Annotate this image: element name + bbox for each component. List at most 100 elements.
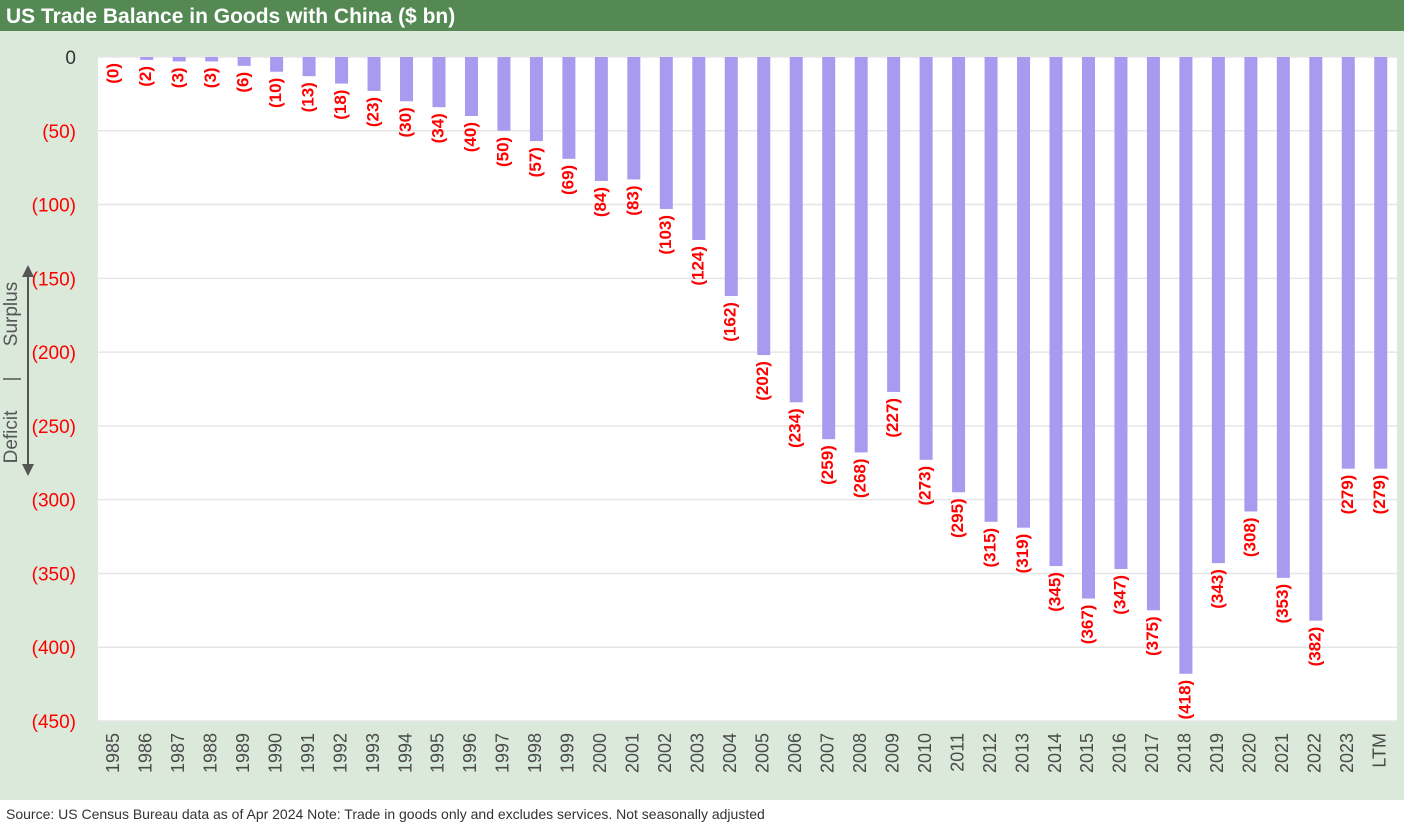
x-tick-label: 2020 xyxy=(1240,733,1260,773)
bar xyxy=(1179,57,1193,674)
data-label: (83) xyxy=(623,185,642,215)
bar xyxy=(757,57,771,356)
data-label: (10) xyxy=(266,78,285,108)
data-label: (124) xyxy=(688,246,707,286)
y-tick-label: (400) xyxy=(32,638,76,659)
data-label: (50) xyxy=(493,137,512,167)
data-label: (315) xyxy=(981,528,1000,568)
chart-area: (0) (2) (3) (3) (6) (10) (13) (18) (23) (30) (34) (… xyxy=(0,31,1404,800)
data-label: (202) xyxy=(753,361,772,401)
bars xyxy=(140,57,1388,674)
bar xyxy=(822,57,836,440)
bar xyxy=(887,57,901,392)
deficit-label: Deficit xyxy=(1,410,22,464)
bar xyxy=(140,57,154,60)
bar xyxy=(1276,57,1290,578)
chart-title: US Trade Balance in Goods with China ($ … xyxy=(0,0,1404,31)
x-axis: 1985 1986 1987 1988 1989 1990 1991 1992 1993 1994… xyxy=(103,733,1390,773)
y-tick-label: (250) xyxy=(32,417,76,438)
x-tick-label: 2002 xyxy=(655,733,675,773)
x-tick-label: 2015 xyxy=(1077,733,1097,773)
x-tick-label: 2004 xyxy=(720,733,740,773)
bar xyxy=(367,57,381,91)
bar xyxy=(302,57,316,77)
data-label: (13) xyxy=(299,82,318,112)
data-label: (6) xyxy=(234,72,253,93)
data-label: (103) xyxy=(656,215,675,255)
x-tick-label: 2003 xyxy=(688,733,708,773)
y-tick-label: 0 xyxy=(65,48,76,69)
data-label: (259) xyxy=(818,445,837,485)
bar xyxy=(1341,57,1355,469)
bar xyxy=(1309,57,1323,621)
bar xyxy=(594,57,608,181)
data-label: (3) xyxy=(169,67,188,88)
data-label: (18) xyxy=(331,90,350,120)
bar xyxy=(1244,57,1258,512)
bar xyxy=(1114,57,1128,570)
x-tick-label: 1988 xyxy=(200,733,220,773)
bar xyxy=(464,57,478,117)
x-tick-label: 2023 xyxy=(1337,733,1357,773)
bar xyxy=(627,57,641,180)
x-tick-label: 2011 xyxy=(947,733,967,772)
x-tick-label: 2018 xyxy=(1175,733,1195,773)
bar xyxy=(984,57,998,522)
y-axis: 0 (50) (100) (150) (200) (250) (300) (350) (400)… xyxy=(32,48,76,733)
bar xyxy=(562,57,576,159)
bar xyxy=(270,57,284,72)
bar xyxy=(659,57,673,209)
x-tick-label: 2000 xyxy=(590,733,610,773)
data-label: (234) xyxy=(786,408,805,448)
bar xyxy=(335,57,349,84)
chart-svg: (0) (2) (3) (3) (6) (10) (13) (18) (23) (30) (34) (… xyxy=(1,48,1397,773)
bar xyxy=(497,57,511,131)
x-tick-label: 2022 xyxy=(1305,733,1325,773)
x-tick-label: 2014 xyxy=(1045,733,1065,773)
separator-label: | xyxy=(1,377,22,382)
y-tick-label: (200) xyxy=(32,343,76,364)
x-tick-label: 1998 xyxy=(525,733,545,773)
x-tick-label: 1997 xyxy=(493,733,513,773)
x-tick-label: 1995 xyxy=(428,733,448,773)
data-label: (353) xyxy=(1273,584,1292,624)
x-tick-label: 2013 xyxy=(1012,733,1032,773)
data-label: (227) xyxy=(883,398,902,438)
x-tick-label: 2019 xyxy=(1207,733,1227,773)
y-tick-label: (350) xyxy=(32,564,76,585)
x-tick-label: 2012 xyxy=(980,733,1000,773)
bar xyxy=(529,57,543,142)
data-label: (69) xyxy=(558,165,577,195)
y-tick-label: (150) xyxy=(32,269,76,290)
data-label: (0) xyxy=(104,63,123,84)
plot-background xyxy=(98,57,1397,721)
bar xyxy=(952,57,966,493)
x-tick-label: 2006 xyxy=(785,733,805,773)
data-label: (273) xyxy=(916,466,935,506)
data-label: (3) xyxy=(201,67,220,88)
surplus-deficit-indicator: Surplus | Deficit xyxy=(1,265,34,476)
data-label: (418) xyxy=(1175,680,1194,720)
bar xyxy=(1374,57,1388,469)
data-label: (30) xyxy=(396,107,415,137)
x-tick-label: 1992 xyxy=(330,733,350,773)
bar xyxy=(724,57,738,297)
bar xyxy=(1081,57,1095,599)
gridlines xyxy=(98,56,1397,722)
data-label: (34) xyxy=(428,113,447,143)
x-tick-label: LTM xyxy=(1370,733,1390,768)
data-labels: (0) (2) (3) (3) (6) (10) (13) (18) (23) (30) (34) (… xyxy=(104,63,1390,719)
x-tick-label: 1994 xyxy=(395,733,415,773)
x-tick-label: 2010 xyxy=(915,733,935,773)
bar xyxy=(400,57,414,102)
x-tick-label: 1996 xyxy=(460,733,480,773)
data-label: (2) xyxy=(136,66,155,87)
bar xyxy=(1049,57,1063,567)
bar xyxy=(854,57,868,453)
bar xyxy=(237,57,251,66)
data-label: (319) xyxy=(1013,534,1032,574)
bar xyxy=(789,57,803,403)
x-tick-label: 2021 xyxy=(1272,733,1292,773)
x-tick-label: 1987 xyxy=(168,733,188,773)
arrow-down-icon xyxy=(22,464,34,476)
